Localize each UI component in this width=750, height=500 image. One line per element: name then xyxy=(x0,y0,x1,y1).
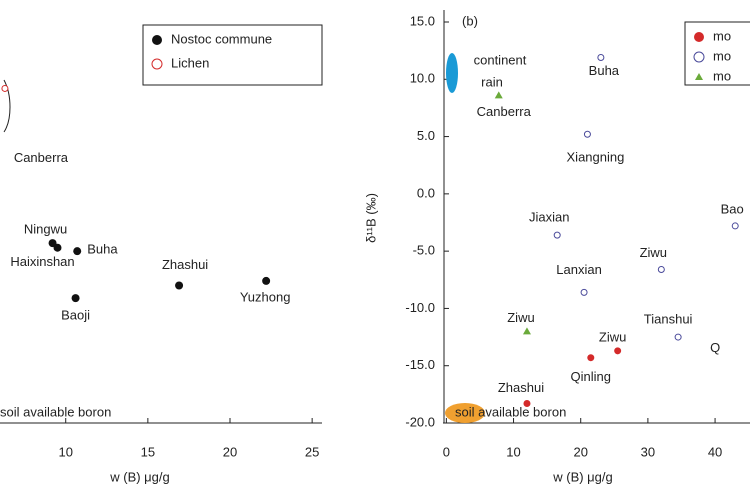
point xyxy=(523,400,531,408)
point-label: Qinling xyxy=(571,369,611,384)
y-tick-label: -20.0 xyxy=(405,414,435,429)
legend-label: mo xyxy=(713,68,731,83)
point-label: Baoji xyxy=(61,308,90,323)
x-tick-label: 10 xyxy=(506,444,520,459)
x-axis-label: w (B) μg/g xyxy=(552,469,613,484)
y-tick-label: 5.0 xyxy=(417,128,435,143)
annotation: rain xyxy=(481,74,503,89)
point xyxy=(597,54,605,62)
legend-label: mo xyxy=(713,48,731,63)
panel-b: continent rain soil available boron Ziwu Qin… xyxy=(443,10,750,424)
point-label: Jiaxian xyxy=(529,210,569,225)
point-label: Haixinshan xyxy=(10,254,74,269)
point-label: Canberra xyxy=(477,104,532,119)
point xyxy=(731,222,739,230)
annotation: soil available boron xyxy=(0,404,111,419)
point xyxy=(674,333,682,341)
point xyxy=(175,281,184,290)
legend-marker xyxy=(152,35,162,45)
x-axis-label: w (B) μg/g xyxy=(109,469,170,484)
x-tick-label: 20 xyxy=(573,444,587,459)
point xyxy=(657,265,665,273)
point-label: Yuzhong xyxy=(240,289,291,304)
y-tick-label: -5.0 xyxy=(413,243,435,258)
y-tick-label: 0.0 xyxy=(417,185,435,200)
panel-label: (b) xyxy=(462,13,478,28)
x-tick-label: 40 xyxy=(708,444,722,459)
point xyxy=(587,354,595,362)
point xyxy=(494,91,503,99)
x-tick-label: 25 xyxy=(305,444,319,459)
point xyxy=(583,130,591,138)
y-tick-label: -10.0 xyxy=(405,300,435,315)
legend-marker xyxy=(693,51,705,63)
legend-marker xyxy=(151,58,163,70)
point-label: Zhashui xyxy=(162,257,208,272)
point-label: Ziwu xyxy=(640,245,667,260)
point xyxy=(614,347,622,355)
point xyxy=(53,243,62,252)
x-tick-label: 10 xyxy=(58,444,72,459)
y-tick-label: 15.0 xyxy=(410,13,435,28)
panel-a: soil available boron Ningwu Haixinshan Buha… xyxy=(0,84,322,424)
point xyxy=(262,276,271,285)
y-tick-label: 10.0 xyxy=(410,71,435,86)
x-tick-label: 20 xyxy=(223,444,237,459)
annotation: soil available boron xyxy=(455,404,566,419)
point xyxy=(1,84,9,92)
x-tick-label: 15 xyxy=(141,444,155,459)
point-label: Canberra xyxy=(14,150,69,165)
point-label: Buha xyxy=(589,63,620,78)
annotation: continent xyxy=(474,52,527,67)
point-label: Q xyxy=(710,340,720,355)
point-label: Lanxian xyxy=(556,262,602,277)
legend-label: Nostoc commune xyxy=(171,31,272,46)
legend-label: Lichen xyxy=(171,55,209,70)
x-tick-label: 30 xyxy=(641,444,655,459)
legend-marker xyxy=(694,32,704,42)
point xyxy=(73,247,82,256)
panel-text: 10 15 20 25 w (B) μg/g Nostoc commune Lichen 0 1… xyxy=(58,13,750,484)
point-label: Bao xyxy=(721,201,744,216)
point-label: Buha xyxy=(87,242,118,257)
rain-range xyxy=(446,53,458,93)
point-label: Ziwu xyxy=(599,329,626,344)
y-tick-label: -15.0 xyxy=(405,357,435,372)
lichen-outline xyxy=(3,79,11,133)
point-label: Ziwu xyxy=(507,310,534,325)
point-label: Tianshui xyxy=(644,312,693,327)
x-tick-label: 0 xyxy=(443,444,450,459)
point xyxy=(580,288,588,296)
point-label: Zhashui xyxy=(498,380,544,395)
point xyxy=(553,231,561,239)
legend-box xyxy=(142,24,323,86)
point xyxy=(522,327,531,335)
point-label: Ningwu xyxy=(24,222,67,237)
soil-range xyxy=(445,403,485,423)
legend-label: mo xyxy=(713,28,731,43)
legend-marker xyxy=(695,73,703,80)
y-axis-label: δ¹¹B (‰) xyxy=(363,193,378,243)
point xyxy=(71,294,80,303)
point-label: Xiangning xyxy=(567,150,625,165)
